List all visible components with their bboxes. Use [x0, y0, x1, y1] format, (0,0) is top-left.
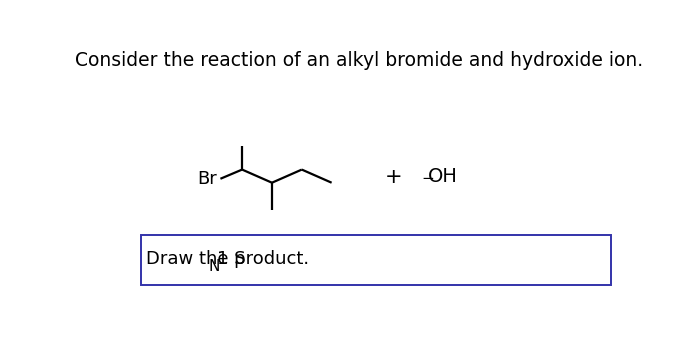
- Text: 1 product.: 1 product.: [217, 250, 309, 268]
- Text: N: N: [208, 259, 220, 274]
- Text: Consider the reaction of an alkyl bromide and hydroxide ion.: Consider the reaction of an alkyl bromid…: [75, 51, 643, 71]
- Text: Draw the S: Draw the S: [146, 250, 246, 268]
- Text: Br: Br: [197, 169, 216, 188]
- Text: −: −: [421, 171, 434, 186]
- Text: OH: OH: [428, 167, 458, 187]
- Text: +: +: [385, 167, 402, 187]
- Bar: [141, 235, 611, 285]
